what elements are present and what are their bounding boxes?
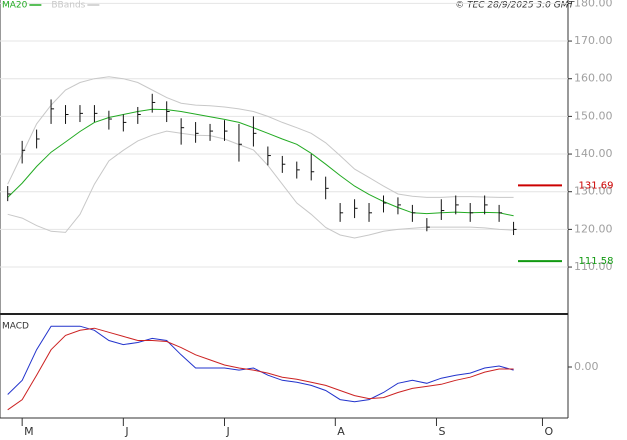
price-level-label: 111.58 [579, 256, 614, 267]
y-tick-label: 0.00 [574, 360, 599, 373]
y-tick-label: 180.00 [574, 0, 613, 9]
copyright: © TEC 28/9/2025 3:0 GMT [455, 1, 575, 11]
panel-title: MACD [2, 322, 29, 332]
x-tick-label: M [24, 425, 34, 438]
x-tick-label: S [438, 425, 445, 438]
y-tick-label: 160.00 [574, 72, 613, 85]
x-tick-label: A [337, 425, 345, 438]
plot-background [0, 0, 568, 418]
macd-line [7, 327, 514, 411]
legend-label: MA20 [2, 1, 28, 11]
bband-upper [7, 76, 514, 198]
y-tick-label: 140.00 [574, 147, 613, 160]
y-tick-label: 130.00 [574, 185, 613, 198]
legend-label: BBands [51, 1, 85, 11]
y-tick-label: 150.00 [574, 109, 613, 122]
x-tick-label: O [544, 425, 553, 438]
x-tick-label: J [124, 425, 128, 438]
y-tick-label: 120.00 [574, 222, 613, 235]
ma20-line [7, 108, 514, 217]
x-tick-label: J [226, 425, 230, 438]
price-level-label: 131.69 [579, 180, 614, 191]
y-tick-label: 170.00 [574, 34, 613, 47]
y-tick-label: 110.00 [574, 260, 613, 273]
